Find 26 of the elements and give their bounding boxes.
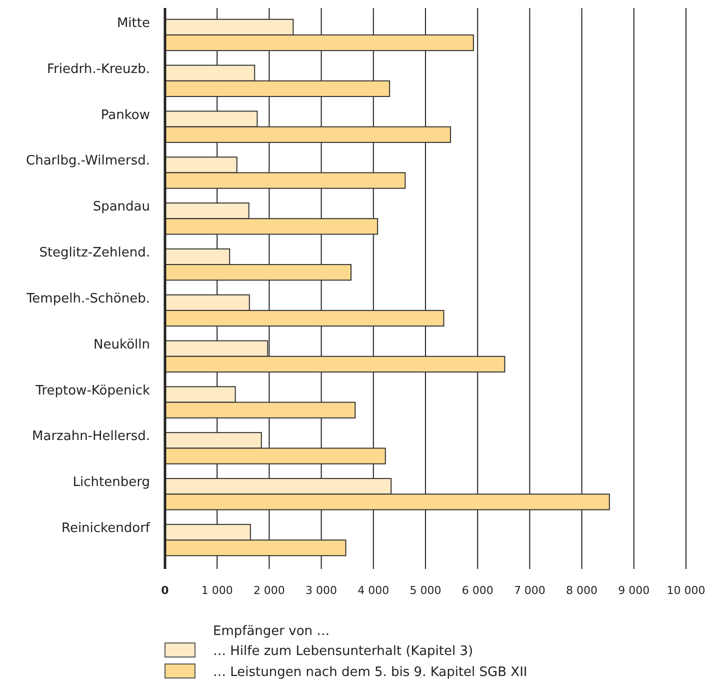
y-tick-label: Lichtenberg: [72, 475, 150, 490]
y-tick-label: Spandau: [92, 200, 150, 215]
x-tick-label: 7 000: [514, 584, 546, 597]
legend-label: … Hilfe zum Lebensunterhalt (Kapitel 3): [213, 644, 474, 659]
y-tick-label: Steglitz-Zehlend.: [39, 246, 150, 261]
y-tick-label: Reinickendorf: [62, 521, 150, 536]
y-tick-label: Treptow-Köpenick: [34, 383, 150, 398]
x-tick-label: 6 000: [462, 584, 494, 597]
y-tick-label: Friedrh.-Kreuzb.: [47, 62, 150, 77]
x-tick-label: 4 000: [358, 584, 390, 597]
x-tick-label: 9 000: [618, 584, 650, 597]
y-tick-label: Charlbg.-Wilmersd.: [26, 154, 150, 169]
x-tick-label: 2 000: [253, 584, 285, 597]
y-tick-label: Tempelh.-Schöneb.: [25, 291, 150, 306]
x-tick-label: 10 000: [666, 584, 706, 597]
x-tick-label: 0: [161, 584, 170, 597]
x-tick-label: 5 000: [410, 584, 442, 597]
y-tick-label: Neukölln: [94, 337, 150, 352]
y-tick-label: Mitte: [116, 16, 150, 31]
legend-title: Empfänger von …: [213, 624, 330, 639]
x-tick-label: 3 000: [306, 584, 338, 597]
y-tick-label: Pankow: [100, 108, 150, 123]
y-tick-label: Marzahn-Hellersd.: [32, 429, 150, 444]
legend-label: … Leistungen nach dem 5. bis 9. Kapitel SGB XII: [213, 665, 528, 680]
x-tick-label: 1 000: [201, 584, 233, 597]
x-tick-label: 8 000: [566, 584, 598, 597]
